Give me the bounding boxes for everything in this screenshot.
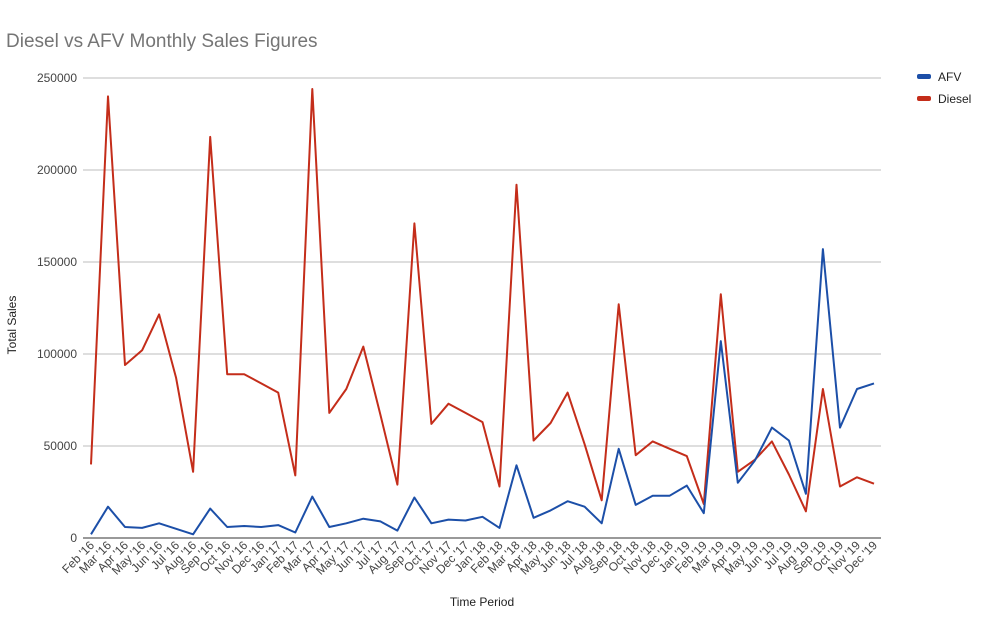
y-tick-label: 250000 xyxy=(37,71,77,85)
legend-swatch-afv xyxy=(917,74,931,79)
y-axis-label: Total Sales xyxy=(5,296,19,355)
chart-title: Diesel vs AFV Monthly Sales Figures xyxy=(6,31,318,52)
series-line-afv xyxy=(90,248,875,536)
y-tick-label: 0 xyxy=(70,531,77,545)
x-axis-label: Time Period xyxy=(450,595,514,609)
series-line-diesel xyxy=(90,88,875,513)
y-axis-ticks: 0 50000 100000 150000 200000 250000 xyxy=(37,71,77,545)
y-tick-label: 200000 xyxy=(37,163,77,177)
legend-label-afv: AFV xyxy=(938,70,961,84)
series-lines xyxy=(90,88,875,536)
legend: AFV Diesel xyxy=(917,70,971,106)
legend-swatch-diesel xyxy=(917,96,931,101)
y-tick-label: 50000 xyxy=(44,439,78,453)
y-tick-label: 150000 xyxy=(37,255,77,269)
y-tick-label: 100000 xyxy=(37,347,77,361)
legend-label-diesel: Diesel xyxy=(938,92,971,106)
gridlines xyxy=(83,77,881,447)
